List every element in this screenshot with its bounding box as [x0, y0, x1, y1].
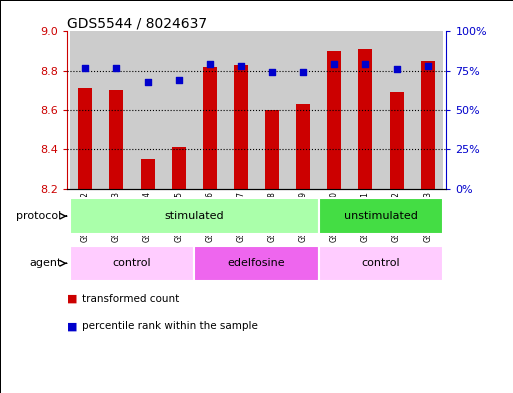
Bar	[163, 31, 194, 189]
Text: percentile rank within the sample: percentile rank within the sample	[82, 321, 258, 331]
Bar	[70, 31, 101, 189]
Bar	[412, 31, 443, 189]
Point	[81, 64, 89, 71]
Bar	[327, 51, 341, 189]
Bar	[350, 31, 381, 189]
Bar	[101, 31, 132, 189]
Point	[361, 61, 369, 68]
Text: transformed count: transformed count	[82, 294, 180, 304]
Bar	[70, 198, 319, 234]
Point	[144, 79, 152, 85]
Text: edelfosine: edelfosine	[228, 258, 285, 268]
Text: control: control	[362, 258, 400, 268]
Bar	[234, 65, 248, 189]
Point	[237, 63, 245, 69]
Bar	[172, 147, 186, 189]
Point	[424, 63, 432, 69]
Bar	[225, 31, 256, 189]
Point	[392, 66, 401, 72]
Bar	[109, 90, 124, 189]
Bar	[78, 88, 92, 189]
Bar	[203, 67, 217, 189]
Text: control: control	[113, 258, 151, 268]
Text: protocol: protocol	[16, 211, 62, 221]
Point	[112, 64, 121, 71]
Point	[299, 69, 307, 75]
Bar	[70, 31, 101, 189]
Bar	[163, 31, 194, 189]
Bar	[359, 49, 372, 189]
Text: unstimulated: unstimulated	[344, 211, 418, 221]
Bar	[381, 31, 412, 189]
Bar	[194, 246, 319, 281]
Bar	[319, 31, 350, 189]
Point	[268, 69, 276, 75]
Bar	[288, 31, 319, 189]
Bar	[288, 31, 319, 189]
Bar	[132, 31, 163, 189]
Point	[206, 61, 214, 68]
Bar	[101, 31, 132, 189]
Bar	[319, 246, 443, 281]
Text: stimulated: stimulated	[165, 211, 224, 221]
Bar	[225, 31, 256, 189]
Bar	[421, 61, 435, 189]
Text: ■: ■	[67, 321, 77, 331]
Point	[330, 61, 339, 68]
Text: GDS5544 / 8024637: GDS5544 / 8024637	[67, 16, 207, 30]
Bar	[319, 198, 443, 234]
Bar	[132, 31, 163, 189]
Bar	[389, 92, 404, 189]
Bar	[141, 159, 154, 189]
Bar	[256, 31, 288, 189]
Bar	[256, 31, 288, 189]
Bar	[296, 104, 310, 189]
Bar	[381, 31, 412, 189]
Point	[174, 77, 183, 83]
Bar	[350, 31, 381, 189]
Bar	[412, 31, 443, 189]
Bar	[70, 246, 194, 281]
Bar	[194, 31, 225, 189]
Bar	[265, 110, 279, 189]
Text: ■: ■	[67, 294, 77, 304]
Text: agent: agent	[29, 258, 62, 268]
Bar	[319, 31, 350, 189]
Bar	[194, 31, 225, 189]
